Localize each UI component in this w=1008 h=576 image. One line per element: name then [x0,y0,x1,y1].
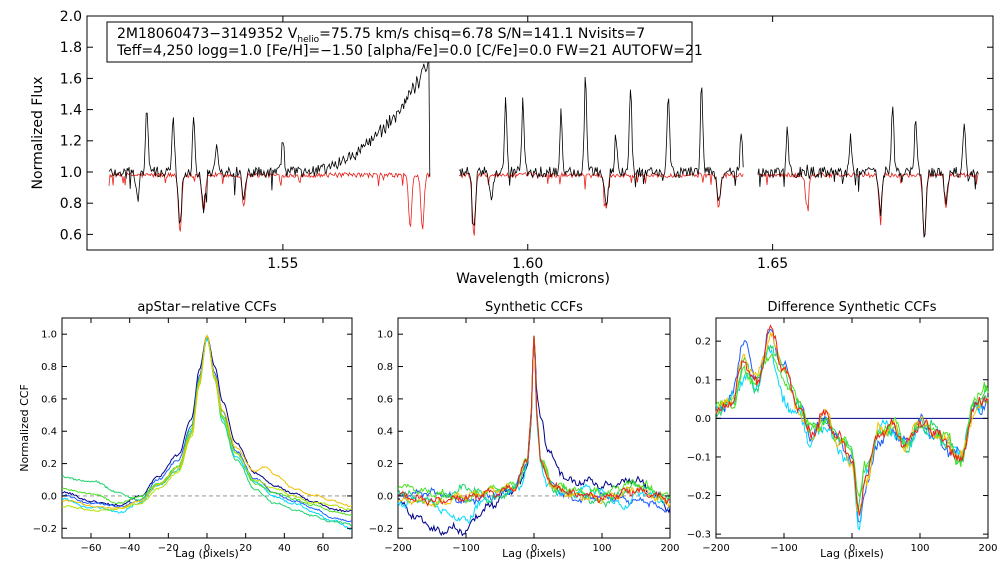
apstar-ylabel: Normalized CCF [18,384,31,472]
difference-series-visit-6 [715,331,989,516]
difference-series-visit-4 [715,344,989,511]
spectrum-ytick-label: 1.8 [60,40,82,56]
synthetic-ytick-label: 0.0 [377,491,393,502]
spectrum-ticks: 1.55 1.60 1.65 0.6 0.8 1.0 1.2 1.4 1.6 1.8 2.0 [60,9,993,272]
difference-xlabel: Lag (pixels) [820,547,884,560]
synthetic-xtick-label: 200 [660,543,679,554]
apstar-series-visit-7 [61,334,353,509]
apstar-panel: −60 −40 −20 0 20 40 60 −0.2 0.0 0.2 0.4 0.6 0.8 1.0 a… [18,300,353,560]
synthetic-series-visit-7 [397,335,671,507]
spectrum-ytick-label: 0.6 [60,227,82,243]
difference-series-visit-5 [715,353,989,498]
spectrum-observed-chip-3 [757,106,979,238]
synthetic-ytick-label: 0.4 [377,427,393,438]
synthetic-xlabel: Lag (pixels) [502,547,566,560]
apstar-title: apStar−relative CCFs [137,300,277,315]
apstar-xtick-label: −40 [119,543,140,554]
synthetic-ytick-label: 0.8 [377,362,393,373]
synthetic-title: Synthetic CCFs [485,300,583,315]
spectrum-ytick-label: 1.2 [60,134,82,150]
difference-ticks: −200 −100 0 100 200 −0.3 −0.2 −0.1 0.0 0.1 0.2 [687,318,998,554]
difference-panel: −200 −100 0 100 200 −0.3 −0.2 −0.1 0.0 0.1 0.2 Dif… [687,300,998,560]
apstar-ytick-label: −0.2 [33,524,57,535]
synthetic-ticks: −200 −100 0 100 200 −0.2 0.0 0.2 0.4 0.6 0.8 1.0 [369,318,680,554]
difference-title: Difference Synthetic CCFs [767,300,936,315]
apstar-ytick-label: 0.0 [41,491,57,502]
difference-xtick-label: 0 [849,543,855,554]
apstar-xtick-label: 60 [317,543,330,554]
spectrum-info-line-1: 2M18060473−3149352 Vhelio=75.75 km/s chi… [117,26,645,45]
spectrum-model-chip-2 [458,171,744,236]
apstar-xlabel: Lag (pixels) [175,547,239,560]
apstar-series-visit-5 [61,334,353,516]
apstar-xtick-label: −60 [80,543,101,554]
synthetic-panel: −200 −100 0 100 200 −0.2 0.0 0.2 0.4 0.6 0.8 1.0 Sy… [369,300,680,560]
synthetic-xtick-label: −200 [384,543,411,554]
difference-ytick-label: −0.2 [687,491,711,502]
spectrum-observed-chip-1 [108,51,431,225]
difference-xtick-label: −100 [770,543,797,554]
spectrum-ytick-label: 0.8 [60,196,82,212]
info-line-1-pre: 2M18060473−3149352 V [117,26,298,42]
difference-series-visit-7 [715,324,989,516]
spectrum-ytick-label: 1.0 [60,165,82,181]
apstar-ytick-label: 0.2 [41,459,57,470]
apstar-series-visit-3 [61,337,353,531]
apstar-ytick-label: 1.0 [41,330,57,341]
synthetic-series-visit-2 [397,335,671,513]
apstar-series-visit-4 [61,334,353,527]
spectrum-xtick-label: 1.55 [267,256,298,272]
difference-series-visit-2 [715,328,989,523]
spectrum-ytick-label: 1.4 [60,103,82,119]
spectrum-xtick-label: 1.60 [512,256,543,272]
spectrum-marks [108,51,979,238]
apstar-xtick-label: 40 [278,543,291,554]
difference-xtick-label: 200 [978,543,997,554]
difference-ytick-label: 0.0 [695,414,711,425]
synthetic-series-visit-5 [397,335,671,505]
spectrum-model-chip-3 [757,171,979,238]
apstar-series-visit-1 [61,334,352,513]
spectrum-info-box [106,21,693,63]
apstar-xtick-label: 20 [239,543,252,554]
synthetic-ytick-label: 0.2 [377,459,393,470]
apstar-ticks: −60 −40 −20 0 20 40 60 −0.2 0.0 0.2 0.4 0.6 0.8 1.0 [33,318,352,554]
apstar-marks [61,334,353,531]
spectrum-ytick-label: 1.6 [60,71,82,87]
apstar-ytick-label: 0.8 [41,362,57,373]
synthetic-ytick-label: −0.2 [369,524,393,535]
info-line-1-sub: helio [297,35,319,45]
difference-ytick-label: −0.3 [687,530,711,541]
difference-ytick-label: −0.1 [687,452,711,463]
spectrum-observed-chip-2 [458,76,744,227]
spectrum-xtick-label: 1.65 [757,256,788,272]
apstar-ytick-label: 0.6 [41,394,57,405]
spectrum-ytick-label: 2.0 [60,9,82,25]
synthetic-xtick-label: 0 [531,543,537,554]
info-line-1-post: =75.75 km/s chisq=6.78 S/N=141.1 Nvisits… [319,26,645,42]
synthetic-marks [397,335,671,537]
spectrum-axes-frame [86,15,994,251]
difference-marks [715,324,989,531]
synthetic-xtick-label: −100 [452,543,479,554]
difference-axes-frame [715,317,989,539]
apstar-xtick-label: 0 [204,543,210,554]
difference-ytick-label: 0.2 [695,337,711,348]
apstar-xtick-label: −20 [158,543,179,554]
apstar-series-visit-6 [61,334,352,513]
difference-xtick-label: 100 [910,543,929,554]
apstar-ytick-label: 0.4 [41,427,57,438]
synthetic-ytick-label: 0.6 [377,394,393,405]
spectrum-panel: 1.55 1.60 1.65 0.6 0.8 1.0 1.2 1.4 1.6 1.8 2.0 Wav… [30,9,994,287]
difference-ytick-label: 0.1 [695,375,711,386]
spectrum-model-chip-1 [108,171,431,232]
spectrum-xlabel: Wavelength (microns) [456,271,610,287]
spectrum-info-line-2: Teff=4,250 logg=1.0 [Fe/H]=−1.50 [alpha/… [116,43,703,59]
spectrum-ylabel: Normalized Flux [30,77,46,190]
synthetic-xtick-label: 100 [592,543,611,554]
apstar-series-visit-2 [61,336,353,523]
synthetic-ytick-label: 1.0 [377,330,393,341]
difference-xtick-label: −200 [702,543,729,554]
